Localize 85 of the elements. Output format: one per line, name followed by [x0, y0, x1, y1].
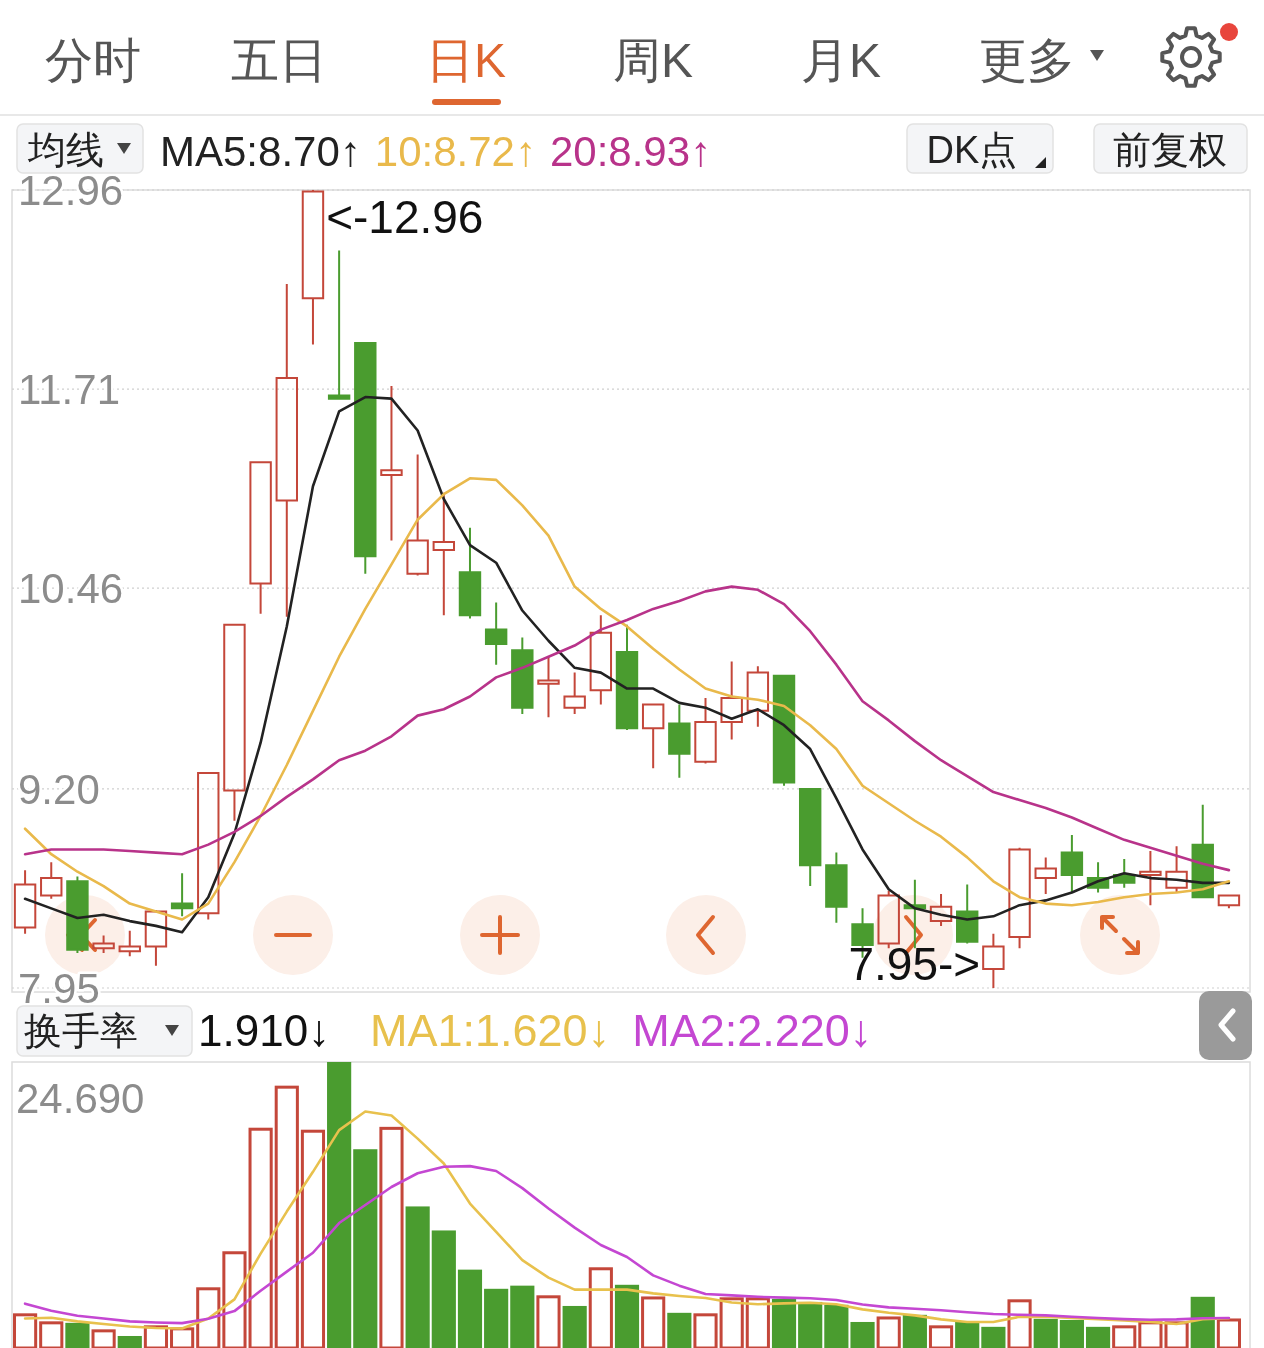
- bar: [798, 1301, 823, 1348]
- candlestick: [1034, 856, 1057, 896]
- candlestick: [1060, 834, 1084, 894]
- candlestick: [641, 703, 665, 770]
- text: 更多: [979, 34, 1075, 87]
- bar: [667, 1312, 692, 1348]
- candlestick: [1165, 845, 1188, 894]
- candlestick: [720, 660, 743, 741]
- candlestick: [668, 703, 691, 779]
- candlestick: [825, 851, 848, 924]
- bar: [457, 1269, 483, 1348]
- text: 月K: [800, 34, 882, 87]
- candlestick: [223, 623, 246, 822]
- bar: [405, 1206, 430, 1348]
- text: 周K: [612, 34, 694, 87]
- candlestick: [563, 671, 586, 716]
- annotation: 24.690: [16, 1075, 145, 1122]
- candlestick: [92, 934, 115, 954]
- bar: [484, 1288, 509, 1348]
- text: 分时: [45, 34, 141, 87]
- bar: [955, 1321, 980, 1348]
- bar: [1190, 1296, 1215, 1348]
- text: 前复权: [1113, 129, 1227, 171]
- bar: [510, 1285, 535, 1348]
- bar: [353, 1149, 378, 1348]
- candlestick: [249, 461, 272, 615]
- candlestick: [197, 771, 220, 921]
- text: MA2:2.220↓: [632, 1005, 873, 1056]
- bar: [117, 1335, 142, 1348]
- candlestick: [877, 889, 900, 950]
- bar: [431, 1230, 456, 1348]
- bar: [327, 1062, 352, 1348]
- candlestick: [589, 614, 613, 706]
- text: 日K: [425, 34, 507, 87]
- candlestick: [1217, 894, 1241, 910]
- candlestick: [694, 697, 717, 765]
- candlestick: [170, 872, 194, 918]
- candlestick: [956, 883, 979, 945]
- candlestick: [772, 674, 796, 787]
- candlestick: [982, 932, 1005, 989]
- text: 1.910↓: [198, 1006, 331, 1055]
- candlestick: [13, 869, 37, 935]
- y-tick-label: 7.95: [18, 965, 100, 1013]
- bar: [981, 1326, 1006, 1348]
- y-tick-label: 11.71: [18, 366, 120, 414]
- candlestick: [929, 893, 953, 927]
- annotation: 7.95->: [848, 938, 981, 990]
- bar: [850, 1321, 875, 1348]
- candlestick: [406, 453, 429, 577]
- candlestick: [798, 787, 822, 888]
- bar: [824, 1304, 849, 1348]
- candlestick: [40, 861, 63, 900]
- y-tick-label: 10.46: [18, 565, 124, 613]
- bar: [902, 1314, 927, 1348]
- candlestick: [275, 282, 298, 618]
- text: MA5:8.70↑: [160, 128, 361, 175]
- text: 换手率: [24, 1010, 138, 1052]
- candlestick: [118, 929, 141, 958]
- candlestick: [511, 636, 534, 716]
- candlestick: [301, 189, 325, 346]
- candlestick: [144, 910, 168, 967]
- bar: [1085, 1326, 1111, 1348]
- candlestick: [66, 875, 89, 954]
- candlestick: [746, 665, 770, 728]
- y-tick-label: 9.20: [18, 766, 100, 814]
- text: DK点: [926, 129, 1018, 171]
- bar: [1033, 1318, 1058, 1348]
- bar: [771, 1298, 797, 1348]
- bar: [1059, 1319, 1084, 1348]
- candlestick: [1008, 846, 1031, 950]
- candlestick: [458, 526, 482, 620]
- bar: [614, 1284, 640, 1348]
- text: 五日: [231, 34, 327, 87]
- candlestick: [380, 384, 403, 542]
- candlestick: [484, 601, 508, 666]
- bar: [562, 1305, 587, 1348]
- candlestick: [537, 655, 560, 719]
- text: 20:8.93↑: [549, 128, 712, 175]
- text: 10:8.72↑: [374, 128, 536, 175]
- annotation: <-12.96: [326, 191, 484, 244]
- candlestick: [1139, 850, 1162, 907]
- bar: [65, 1322, 90, 1348]
- series-label: MA1:1.620↓: [370, 1005, 611, 1056]
- candlestick: [354, 341, 377, 575]
- candlestick: [327, 249, 351, 400]
